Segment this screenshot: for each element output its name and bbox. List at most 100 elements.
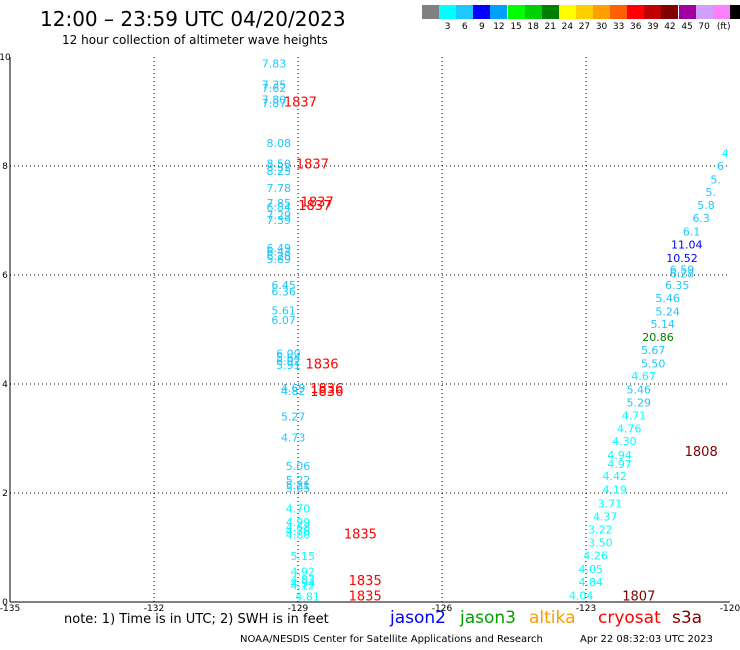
swh-value-label: 6.35 <box>665 279 690 292</box>
legend-unit: (ft) <box>716 22 731 32</box>
legend-label: 39 <box>647 22 659 32</box>
y-tick-label: 10 <box>0 53 11 63</box>
legend-label: 36 <box>630 22 642 32</box>
swh-value-label: 4.04 <box>569 589 594 602</box>
swh-value-label: 7.78 <box>267 182 292 195</box>
swh-value-label: 11.04 <box>671 238 703 251</box>
legend-swatch <box>695 5 713 19</box>
swh-value-label: 4.71 <box>622 410 647 423</box>
x-tick-label: -132 <box>144 604 164 614</box>
x-tick-label: -120 <box>720 604 740 614</box>
legend-label: 6 <box>461 22 468 32</box>
legend-swatch <box>661 5 679 19</box>
pass-time-label: 1807 <box>622 589 655 604</box>
swh-value-label: 10.52 <box>666 252 698 265</box>
swh-value-label: 8.50 <box>267 157 292 170</box>
swh-value-label: 6.28 <box>670 267 695 280</box>
legend-swatch <box>473 5 491 19</box>
swh-value-label: 5.64 <box>276 351 301 364</box>
x-tick-label: -135 <box>0 604 20 614</box>
swh-value-label: 5.27 <box>281 411 306 424</box>
pass-time-label: 1836 <box>305 357 338 372</box>
pass-time-label: 1837 <box>284 96 317 111</box>
legend-label: 21 <box>544 22 556 32</box>
swh-value-label: 5.46 <box>655 292 680 305</box>
legend-swatch <box>729 5 740 19</box>
swh-value-label: 7.62 <box>262 82 287 95</box>
swh-value-label: 5.24 <box>655 306 680 319</box>
swh-value-label: 5.05 <box>286 482 311 495</box>
mission-jason3: jason3 <box>460 608 516 628</box>
legend-swatch <box>627 5 645 19</box>
swh-value-label: 5.8 <box>697 199 715 212</box>
legend-swatch <box>610 5 628 19</box>
swh-value-label: 6.45 <box>271 279 296 292</box>
swh-value-label: 5.06 <box>286 460 311 473</box>
x-tick-label: -123 <box>576 604 596 614</box>
pass-time-label: 1836 <box>310 382 343 397</box>
swh-value-label: 4.12 <box>291 580 316 593</box>
swh-value-label: 6.49 <box>267 242 292 255</box>
legend-swatch <box>558 5 576 19</box>
y-tick-label: 6 <box>2 271 8 281</box>
swh-value-label: 4.05 <box>579 563 604 576</box>
swh-value-label: 7.87 <box>262 97 287 110</box>
pass-time-label: 1835 <box>344 527 377 542</box>
swh-value-label: 3.50 <box>588 537 613 550</box>
legend-swatch <box>507 5 525 19</box>
legend-swatch <box>593 5 610 19</box>
units-note: note: 1) Time is in UTC; 2) SWH is in fe… <box>64 612 329 627</box>
swh-value-label: 6.59 <box>670 264 695 277</box>
pass-time-label: 1808 <box>685 445 718 460</box>
pass-time-label: 1837 <box>296 157 329 172</box>
y-tick-label: 0 <box>2 598 8 608</box>
legend-swatch <box>439 5 457 19</box>
swh-value-label: 6.1 <box>683 225 701 238</box>
legend-label: 15 <box>510 22 522 32</box>
legend-swatch <box>644 5 662 19</box>
swh-value-label: 4.76 <box>617 423 642 436</box>
swh-value-label: 4.37 <box>593 510 618 523</box>
swh-value-label: 6.28 <box>267 250 292 263</box>
legend-label: 27 <box>578 22 591 32</box>
swh-value-label: 4.73 <box>281 431 306 444</box>
pass-time-label: 1836 <box>310 385 343 400</box>
chart-subtitle: 12 hour collection of altimeter wave hei… <box>62 33 328 47</box>
swh-value-label: 5.15 <box>291 550 316 563</box>
swh-value-label: 4.70 <box>286 502 311 515</box>
swh-value-label: 4.94 <box>607 449 632 462</box>
legend-label: 30 <box>595 22 608 32</box>
swh-value-label: 4.76 <box>286 525 311 538</box>
swh-value-label: 4.92 <box>291 565 316 578</box>
swh-value-label: 4 <box>722 147 729 160</box>
swh-value-label: 6.43 <box>267 246 292 259</box>
swh-value-label: 7.83 <box>262 58 287 71</box>
legend-swatch <box>678 5 696 19</box>
swh-value-label: 5.61 <box>271 304 296 317</box>
swh-value-label: 7.80 <box>262 94 287 107</box>
swh-value-label: 5.46 <box>627 383 652 396</box>
legend-swatch <box>524 5 542 19</box>
swh-value-label: 6.00 <box>276 347 301 360</box>
pass-time-label: 1837 <box>301 195 334 210</box>
swh-value-label: 4.84 <box>579 576 604 589</box>
swh-value-label: 4.42 <box>603 470 628 483</box>
swh-value-label: 20.86 <box>642 331 674 344</box>
swh-value-label: 4.99 <box>286 516 311 529</box>
swh-value-label: 6.3 <box>692 212 710 225</box>
swh-value-label: 4.69 <box>281 382 306 395</box>
mission-altika: altika <box>529 608 576 628</box>
swh-value-label: 5.21 <box>286 479 311 492</box>
legend-label: 70 <box>698 22 710 32</box>
swh-value-label: 4.83 <box>291 574 316 587</box>
swh-value-label: 6 <box>717 160 724 173</box>
legend-label: 9 <box>478 22 485 32</box>
y-tick-label: 8 <box>2 162 8 172</box>
generated-timestamp: Apr 22 08:32:03 UTC 2023 <box>580 634 713 645</box>
swh-value-label: 3.22 <box>588 524 613 537</box>
swh-value-label: 4.30 <box>612 435 637 448</box>
swh-value-label: 4.94 <box>291 577 316 590</box>
legend-swatch <box>456 5 474 19</box>
swh-value-label: 4.26 <box>583 550 608 563</box>
swh-value-label: 8.23 <box>267 165 292 178</box>
